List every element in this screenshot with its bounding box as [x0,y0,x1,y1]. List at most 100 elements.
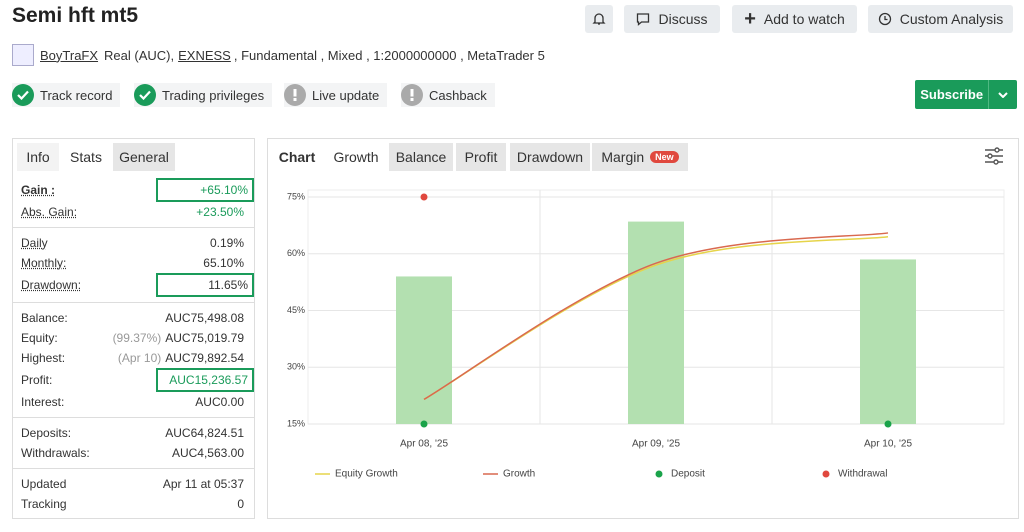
stat-value-wrap: 0 [237,497,248,511]
stat-value: AUC75,019.79 [165,331,244,345]
stat-label: Equity: [21,331,58,345]
tab[interactable]: General [113,143,175,171]
stat-row: Balance: AUC75,498.08 [13,308,254,328]
tab[interactable]: Balance [389,143,453,171]
stat-label: Profit: [21,373,53,387]
stat-label: Highest: [21,351,66,365]
stat-label: Tracking [21,497,67,511]
stat-value: AUC4,563.00 [171,446,244,460]
stat-value-wrap: AUC64,824.51 [165,426,248,440]
y-tick-label: 60% [287,248,305,258]
stat-value: 65.10% [203,256,244,270]
page-title: Semi hft mt5 [12,4,139,27]
stat-note: (Apr 10) [117,351,162,365]
line [423,232,889,401]
legend-swatch [822,470,830,478]
check-icon [134,84,156,106]
tab-label: Profit [464,149,498,165]
stat-value-wrap: AUC75,498.08 [165,311,248,325]
subscribe-dropdown[interactable] [988,80,1017,109]
bar [396,276,452,424]
stat-label: Monthly: [21,256,67,270]
account-type: Real (AUC), [104,47,175,63]
stat-row: Updated Apr 11 at 05:37 [13,474,254,494]
stat-label: Abs. Gain: [21,205,78,219]
warning-icon [401,84,423,106]
analysis-button[interactable]: Custom Analysis [868,5,1013,33]
bell-button[interactable] [585,5,613,33]
stat-label: Balance: [21,311,68,325]
stat-value-wrap: +23.50% [196,205,248,219]
stat-value: 11.65% [156,273,254,297]
stat-value-wrap: +65.10% [156,178,254,202]
chevron [998,91,1008,98]
stats-group: Updated Apr 11 at 05:37 Tracking 0 [13,468,254,519]
tab[interactable]: Margin New [592,143,688,171]
stat-value-wrap: AUC4,563.00 [172,446,248,460]
stat-value: +23.50% [196,205,244,219]
button-label: Add to watch [763,11,845,27]
y-tick-label: 15% [287,418,305,428]
point [420,193,428,201]
settings-icon[interactable] [984,147,1004,165]
tab[interactable]: Chart [272,143,322,171]
badge: Track record [12,83,121,107]
clock-icon [878,12,891,26]
warning-icon [284,84,306,106]
stat-label: Deposits: [21,426,72,440]
badge-label: Track record [40,87,113,103]
stat-value: Apr 11 at 05:37 [162,477,244,491]
tab[interactable]: Profit [456,143,506,171]
stat-value: 0.19% [209,236,244,250]
stat-label: Updated [21,477,67,491]
broker-link[interactable]: EXNESS [178,47,231,63]
tab[interactable]: Drawdown [510,143,590,171]
tab-label: Chart [278,149,316,165]
stat-row: Daily 0.19% [13,233,254,253]
stat-value-wrap: AUC15,236.57 [156,368,254,392]
stat-note: (99.37%) [112,331,162,345]
stat-row: Drawdown: 11.65% [13,273,254,297]
legend-label: Growth [503,469,535,480]
stat-value-wrap: 11.65% [156,273,254,297]
stat-row: Withdrawals: AUC4,563.00 [13,443,254,463]
legend-label: Equity Growth [335,469,398,480]
stat-row: Tracking 0 [13,494,254,514]
author-link[interactable]: BoyTraFX [40,47,99,63]
x-tick-label: Apr 10, '25 [864,439,912,450]
point [420,420,428,428]
button-label: Custom Analysis [899,11,1004,27]
stats-group: Gain : +65.10% Abs. Gain: +23.50% [13,173,254,227]
stat-row: Monthly: 65.10% [13,253,254,273]
y-tick-label: 75% [287,191,305,201]
stat-value-wrap: Apr 11 at 05:37 [163,477,248,491]
avatar [12,44,34,66]
tab[interactable]: Stats [61,143,111,171]
badge-label: Live update [312,87,380,103]
stat-value: AUC64,824.51 [165,426,244,440]
stats-panel: Info Stats General Gain : +65.10% Abs. Gain:… [12,138,255,519]
stat-value: 0 [237,497,244,511]
stat-value: AUC0.00 [195,395,244,409]
badge-label: Cashback [429,87,487,103]
stat-row: Interest: AUC0.00 [13,392,254,412]
tab-label: Balance [395,149,447,165]
discuss-button[interactable]: Discuss [624,5,720,33]
tab[interactable]: Info [17,143,59,171]
legend-label: Withdrawal [838,469,887,480]
tab[interactable]: Growth [324,143,388,171]
stat-value: +65.10% [156,178,254,202]
legend-label: Deposit [671,469,705,480]
stat-value: AUC15,236.57 [156,368,254,392]
stat-label: Withdrawals: [21,446,90,460]
stat-value: AUC75,498.08 [165,311,244,325]
watch-button[interactable]: + Add to watch [732,5,857,33]
y-tick-label: 30% [287,362,305,372]
badge-label: Trading privileges [162,87,265,103]
stat-label: Interest: [21,395,65,409]
subscribe-button[interactable]: Subscribe [915,80,1017,109]
stat-label: Drawdown: [21,278,82,292]
stat-row: Gain : +65.10% [13,178,254,202]
